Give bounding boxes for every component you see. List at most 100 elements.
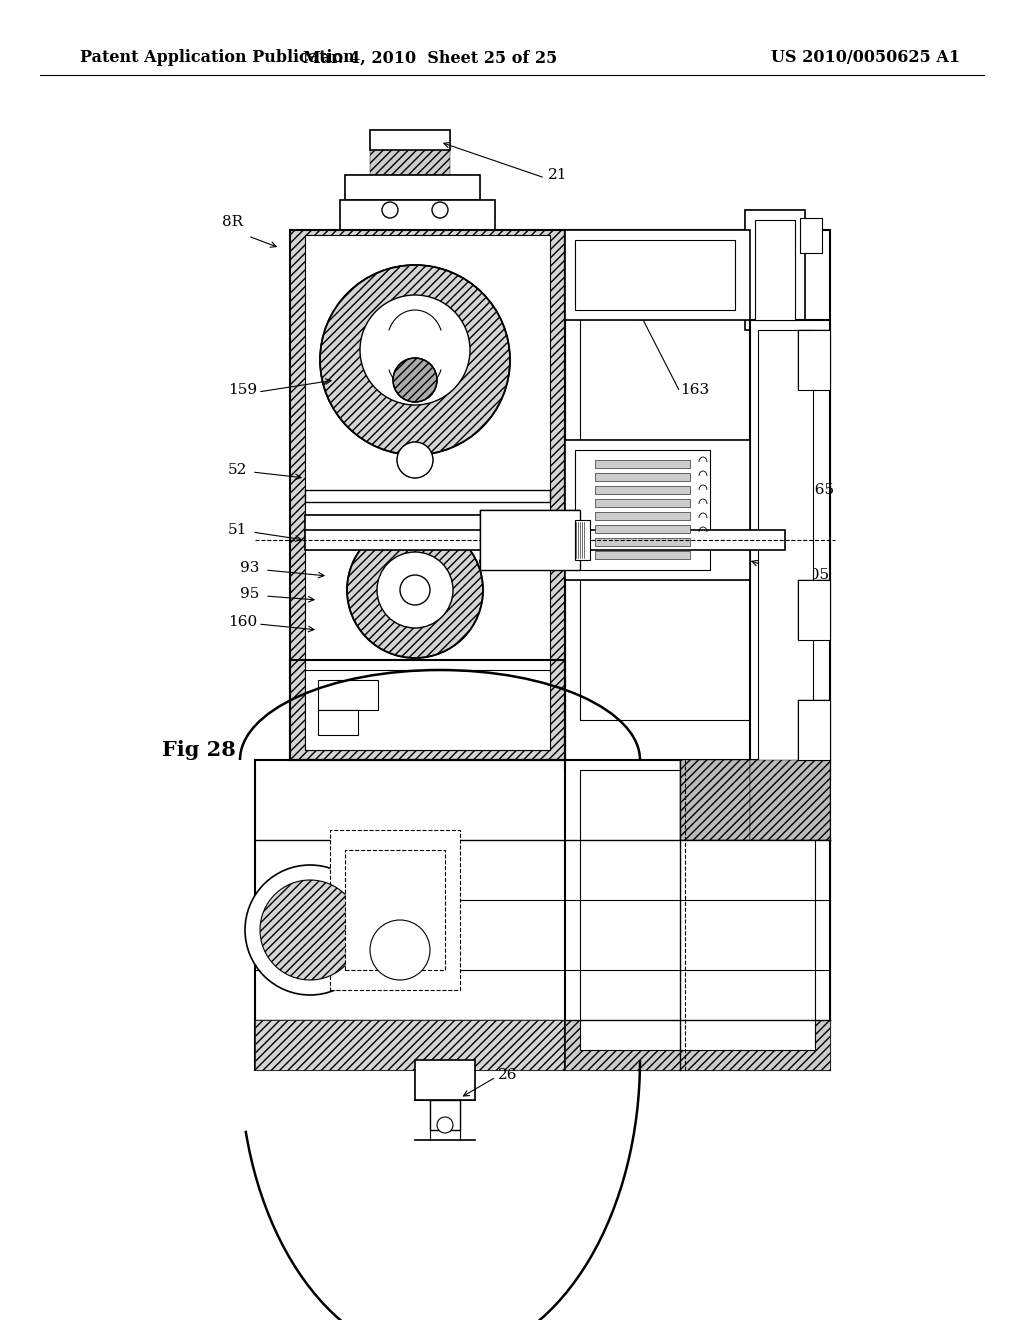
Polygon shape [798,700,830,760]
Polygon shape [255,1020,830,1071]
Text: Fig 28: Fig 28 [162,741,236,760]
Circle shape [347,521,483,657]
Bar [595,512,690,520]
Text: 94: 94 [478,558,498,572]
Text: 160: 160 [228,615,257,630]
Bar [305,671,550,750]
Circle shape [370,920,430,979]
Text: 163: 163 [680,383,710,397]
Polygon shape [798,579,830,640]
Bar [595,539,690,546]
Text: 51: 51 [228,523,248,537]
Polygon shape [480,510,580,570]
Bar [565,230,830,770]
Text: 165: 165 [805,483,835,498]
Bar [798,700,830,760]
Polygon shape [565,440,750,579]
Circle shape [377,552,453,628]
Text: 162: 162 [682,894,712,907]
Bar [255,760,830,1071]
Bar [565,440,750,579]
Text: US 2010/0050625 A1: US 2010/0050625 A1 [771,49,961,66]
Circle shape [382,202,398,218]
Text: Mar. 4, 2010  Sheet 25 of 25: Mar. 4, 2010 Sheet 25 of 25 [303,49,557,66]
Polygon shape [565,230,830,770]
Bar [800,218,822,253]
Polygon shape [565,760,830,1071]
Polygon shape [750,319,830,780]
Bar [575,240,735,310]
Polygon shape [750,760,830,840]
Circle shape [260,880,360,979]
Bar [580,240,780,719]
Polygon shape [345,176,480,215]
Bar [595,499,690,507]
Polygon shape [415,1060,475,1100]
Bar [565,230,750,319]
Bar [575,520,590,560]
Polygon shape [798,330,830,389]
Circle shape [319,265,510,455]
Bar [798,579,830,640]
Bar [290,660,565,760]
Bar [750,319,830,780]
Text: Patent Application Publication: Patent Application Publication [80,49,354,66]
Bar [595,525,690,533]
Bar [798,330,830,389]
Text: 95: 95 [240,587,259,601]
Text: 21: 21 [548,168,567,182]
Circle shape [360,294,470,405]
Circle shape [245,865,375,995]
Circle shape [437,1117,453,1133]
Bar [318,710,358,735]
Polygon shape [565,230,750,319]
Circle shape [432,202,449,218]
Circle shape [397,442,433,478]
Bar [430,1100,460,1130]
Bar [565,760,830,1071]
Bar [370,129,450,150]
Polygon shape [340,201,495,220]
Bar [595,486,690,494]
Text: 159: 159 [228,383,257,397]
Polygon shape [745,210,805,330]
Bar [745,210,805,330]
Bar [755,220,795,319]
Text: 26: 26 [498,1068,517,1082]
Bar [580,770,815,1049]
Text: 161: 161 [682,843,712,857]
Text: 8R: 8R [222,215,243,228]
Bar [340,201,495,230]
Bar [595,473,690,480]
Bar [595,459,690,469]
Polygon shape [370,129,450,176]
Polygon shape [290,230,565,760]
Polygon shape [565,1020,830,1071]
Text: 52: 52 [228,463,248,477]
Circle shape [400,576,430,605]
Bar [345,850,445,970]
Bar [330,830,460,990]
Circle shape [393,358,437,403]
Polygon shape [305,531,785,550]
Bar [305,490,550,502]
Bar [758,330,813,766]
Bar [575,450,710,570]
Bar [290,230,565,760]
Bar [595,550,690,558]
Bar [305,515,550,533]
Bar [480,510,580,570]
Polygon shape [290,660,565,760]
Polygon shape [305,515,550,533]
Polygon shape [255,760,830,1071]
Circle shape [397,442,433,478]
Bar [305,235,550,750]
Bar [345,176,480,201]
Bar [415,1060,475,1100]
Bar [305,531,785,550]
Bar [318,680,378,710]
Text: 164: 164 [710,869,739,882]
Text: 93: 93 [240,561,259,576]
Polygon shape [680,760,750,840]
Text: 105: 105 [800,568,829,582]
